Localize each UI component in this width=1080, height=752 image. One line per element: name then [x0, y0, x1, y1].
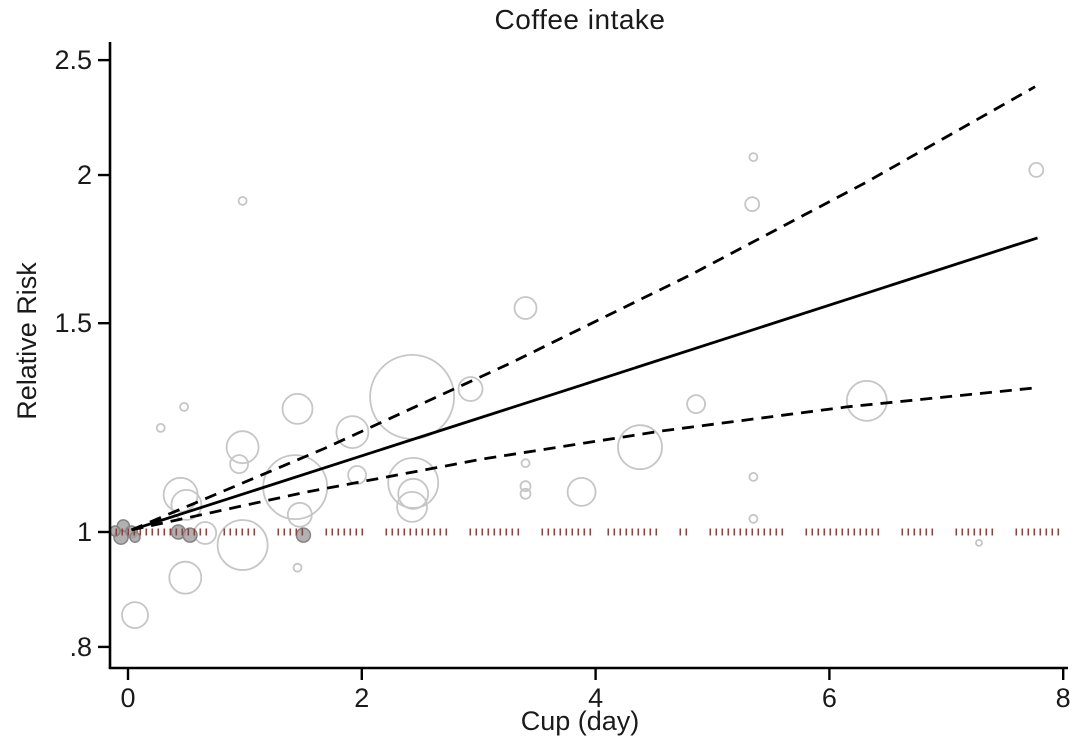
reference-rug-rr1 — [115, 528, 1060, 536]
fitted-relative-risk-curve — [131, 236, 1038, 532]
study-bubble — [457, 376, 484, 402]
study-bubble — [748, 513, 759, 524]
study-bubble — [520, 458, 531, 469]
study-bubble — [975, 539, 983, 547]
study-bubble — [617, 424, 663, 471]
study-bubble — [566, 476, 597, 507]
study-bubble — [193, 521, 218, 545]
x-tick-label: 8 — [1056, 683, 1071, 713]
study-bubble — [335, 415, 370, 450]
study-bubble — [121, 601, 149, 629]
study-bubble — [155, 422, 166, 433]
study-bubbles-layer — [121, 152, 1045, 629]
study-bubble-filled — [109, 525, 121, 537]
study-bubble — [347, 465, 368, 485]
y-tick-label: 1 — [77, 517, 92, 547]
study-bubble — [513, 296, 538, 320]
y-tick-label: 2 — [77, 160, 92, 190]
study-bubble — [845, 379, 888, 422]
y-tick-label: 2.5 — [54, 45, 92, 75]
study-bubble — [216, 519, 269, 571]
study-bubble — [225, 430, 260, 465]
y-tick-label: 1.5 — [54, 308, 92, 338]
study-bubble — [162, 476, 199, 513]
study-bubble — [748, 471, 759, 482]
lower-95ci-curve — [131, 386, 1036, 532]
x-axis-title: Cup (day) — [520, 706, 640, 736]
fitted-curves-layer — [130, 85, 1038, 532]
study-bubble — [179, 401, 190, 412]
study-bubble — [744, 196, 761, 213]
study-bubble — [387, 456, 440, 509]
study-bubble — [229, 454, 250, 475]
upper-95ci-curve — [130, 85, 1036, 532]
study-bubble — [748, 152, 759, 163]
study-bubble — [286, 501, 313, 528]
y-tick-label: .8 — [69, 632, 92, 662]
x-tick-label: 6 — [822, 683, 837, 713]
x-tick-label: 2 — [354, 683, 369, 713]
study-bubble — [519, 487, 532, 500]
axes-layer: 2.5 2 1.5 1 .8 0 2 4 6 8 — [54, 42, 1071, 713]
study-bubble — [292, 562, 303, 573]
study-bubble — [170, 488, 203, 521]
study-bubble — [686, 394, 706, 415]
study-bubble — [1028, 161, 1045, 178]
study-bubble — [262, 454, 329, 521]
study-bubble — [396, 490, 429, 523]
study-bubble — [237, 195, 248, 206]
chart-title: Coffee intake — [494, 4, 666, 35]
x-tick-label: 0 — [120, 683, 135, 713]
study-bubble — [397, 477, 430, 510]
study-bubble-filled — [295, 527, 312, 543]
study-bubble — [369, 353, 456, 440]
x-tick-label: 4 — [588, 683, 603, 713]
study-bubble — [168, 560, 203, 595]
study-bubble — [519, 480, 532, 493]
study-bubble — [281, 392, 314, 425]
